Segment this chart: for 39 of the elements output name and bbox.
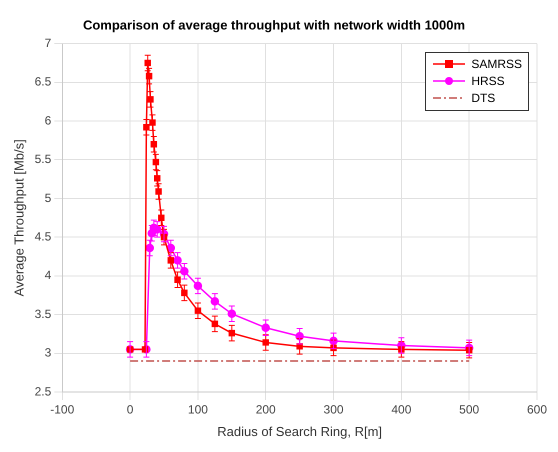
point — [168, 257, 174, 264]
point — [174, 276, 181, 283]
y-tick-label: 7 — [44, 36, 52, 50]
y-tick-label: 3 — [44, 346, 52, 360]
chart-title: Comparison of average throughput with network width 1000m — [82, 17, 466, 32]
point — [158, 214, 165, 222]
point — [212, 320, 218, 328]
x-tick-label: 100 — [188, 402, 208, 417]
point — [152, 158, 160, 166]
x-tick-label: 400 — [391, 402, 412, 417]
y-tick-label: 6 — [44, 113, 52, 128]
x-tick-label: 600 — [526, 402, 548, 417]
point — [144, 60, 151, 66]
y-tick-label: 2.5 — [34, 384, 52, 398]
x-tick-label: 0 — [126, 402, 134, 417]
y-tick-label: 3.5 — [34, 306, 52, 321]
y-tick-label: 5.5 — [34, 152, 52, 166]
legend-label: DTS — [471, 91, 496, 106]
y-axis-title: Average Throughput [Mb/s] — [11, 139, 26, 296]
point — [154, 175, 160, 182]
point — [181, 290, 188, 296]
x-tick-label: -100 — [50, 402, 75, 417]
y-tick-label: 5 — [44, 190, 52, 205]
point — [147, 96, 154, 103]
y-tick-label: 6.5 — [34, 74, 52, 89]
point — [228, 330, 236, 336]
y-tick-label: 4 — [44, 268, 52, 282]
point — [143, 124, 150, 130]
legend-label: SAMRSS — [471, 57, 522, 72]
x-tick-label: 500 — [459, 402, 480, 417]
x-axis-title: Radius of Search Ring, R[m] — [217, 424, 382, 439]
x-tick-label: 200 — [256, 402, 276, 417]
legend-label: HRSS — [471, 74, 505, 88]
point — [150, 141, 158, 148]
point — [194, 307, 202, 314]
x-tick-label: 300 — [324, 402, 344, 417]
y-tick-label: 4.5 — [34, 229, 52, 244]
point — [146, 72, 152, 80]
point — [262, 339, 269, 346]
